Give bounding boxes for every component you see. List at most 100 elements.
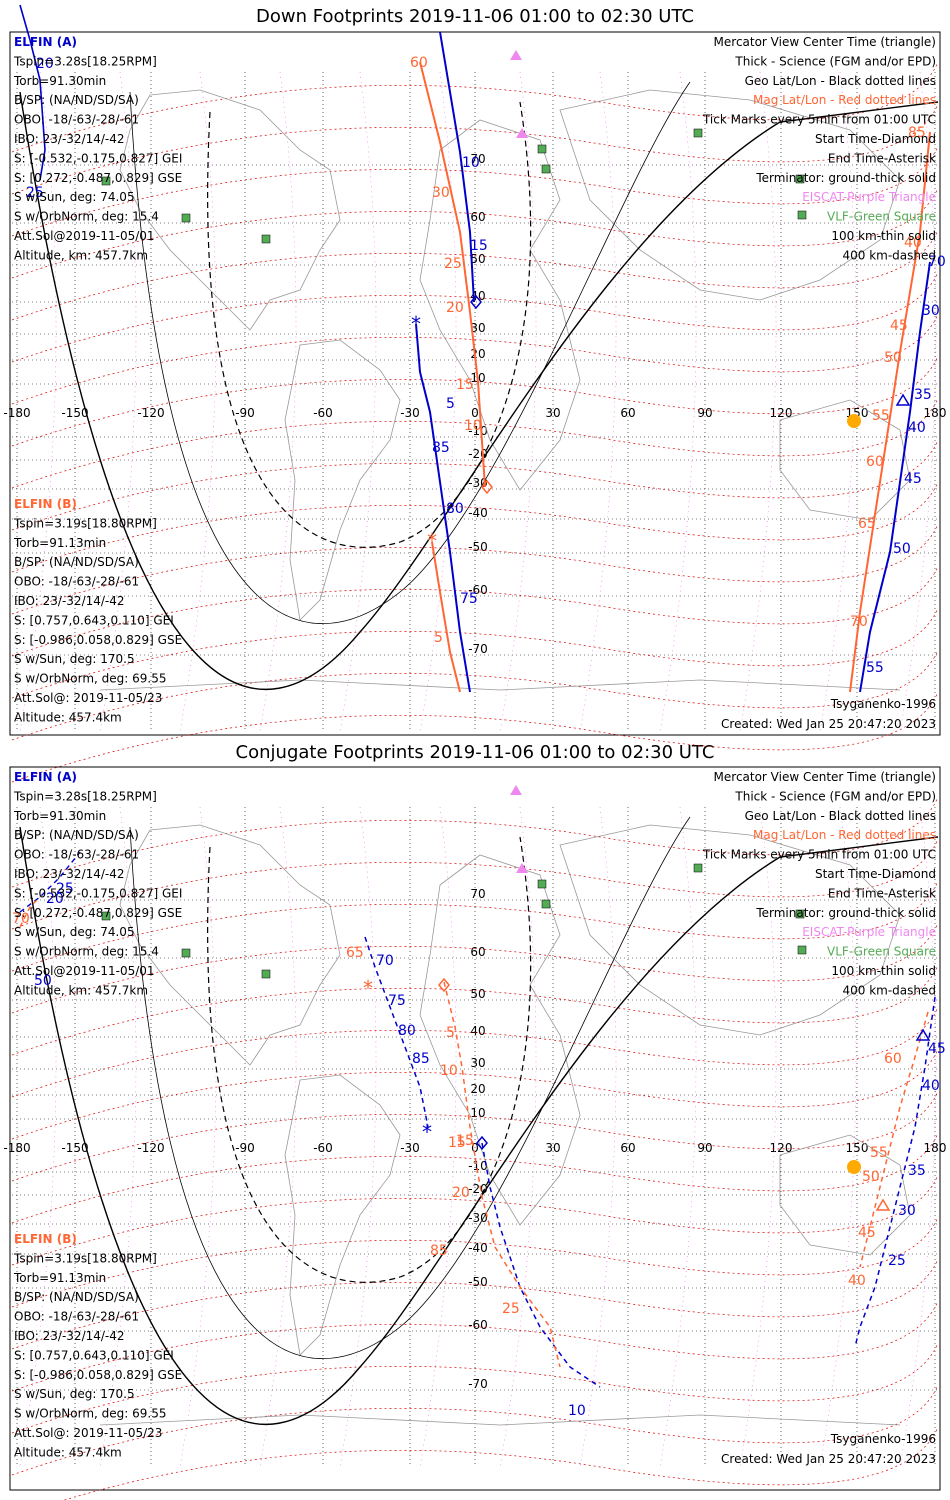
- sun-marker: [847, 1160, 861, 1174]
- legend-line: VLF-Green Square: [827, 945, 936, 959]
- panel-1-title: Down Footprints 2019-11-06 01:00 to 02:3…: [256, 6, 694, 27]
- mag-meridian: [819, 71, 857, 733]
- track-time-label: 55: [866, 660, 884, 676]
- lon-tick-label: 30: [545, 1141, 560, 1155]
- track-time-label: 10: [464, 418, 482, 434]
- elfin-a-info-line: S w/Sun, deg: 74.05: [14, 925, 135, 939]
- created-label: Created: Wed Jan 25 20:47:20 2023: [721, 717, 936, 731]
- elfin-a-info-line: S: [0.272,-0.487,0.829] GSE: [14, 171, 182, 185]
- elfin-b-info-line: S w/Sun, deg: 170.5: [14, 652, 135, 666]
- mag-meridian: [179, 806, 217, 1468]
- track-time-label: 5: [446, 1025, 455, 1041]
- track-time-label: 30: [432, 185, 450, 201]
- elfin-a-info-line: Torb=91.30min: [13, 74, 106, 88]
- mag-parallel: [11, 271, 939, 363]
- track-time-label: 25: [888, 1253, 906, 1269]
- mag-parallel: [11, 1090, 939, 1182]
- track-time-label: 85: [432, 440, 450, 456]
- vlf-green-square: [693, 128, 703, 138]
- terminator-400km: [207, 101, 532, 548]
- mag-parallel: [11, 1384, 939, 1476]
- legend-line: Mercator View Center Time (triangle): [714, 770, 936, 784]
- legend-line: EISCAT-Purple Triangle: [802, 190, 936, 204]
- panel-down-footprints: -180 -150 -120 -90 -60 -30 0 30 60 90 120 150 180706…: [3, 4, 946, 783]
- continent-outline: [419, 854, 581, 1226]
- legend-line: EISCAT-Purple Triangle: [802, 925, 936, 939]
- mag-parallel: [11, 838, 939, 930]
- lon-tick-label: 90: [697, 406, 712, 420]
- lon-tick-label: 60: [620, 406, 635, 420]
- start-diamond: [470, 294, 482, 310]
- lon-tick-label: -120: [137, 406, 164, 420]
- elfin-a-info-line: S w/Sun, deg: 74.05: [14, 190, 135, 204]
- track-time-label: 75: [460, 591, 478, 607]
- lon-tick-label: -180: [3, 406, 30, 420]
- model-label: Tsyganenko-1996: [830, 697, 936, 711]
- track-time-label: 20: [452, 1185, 470, 1201]
- track-time-label: 55: [872, 408, 890, 424]
- track-time-label: 65: [858, 516, 876, 532]
- elfin-b-info-line: S: [-0.986,0.058,0.829] GSE: [14, 1368, 182, 1382]
- track-time-label: 15: [448, 1135, 466, 1151]
- elfin-a-info-line: Att.Sol@2019-11-05/01: [14, 229, 155, 243]
- lat-tick-label: -70: [468, 642, 488, 656]
- track-time-label: 50: [884, 350, 902, 366]
- continent-outline: [284, 1074, 401, 1356]
- vlf-green-square: [537, 144, 547, 154]
- track-time-label: 80: [446, 501, 464, 517]
- elfin-b-info-line: S w/OrbNorm, deg: 69.55: [14, 1407, 166, 1421]
- track-time-label: 15: [456, 377, 474, 393]
- vlf-green-square: [795, 174, 805, 184]
- mag-meridian: [179, 71, 217, 733]
- elfin-b-track: [431, 541, 461, 693]
- mag-meridian: [739, 71, 777, 733]
- elfin-a-info-line: Altitude, km: 457.7km: [14, 248, 148, 262]
- mag-parallel: [11, 229, 939, 321]
- center-triangle: [875, 1198, 891, 1211]
- mag-parallel: [11, 1342, 939, 1434]
- mag-parallel: [11, 355, 939, 447]
- continent-outline: [779, 399, 911, 521]
- lat-tick-label: -60: [468, 583, 488, 597]
- track-time-label: 55: [870, 1145, 888, 1161]
- vlf-green-square: [797, 945, 807, 955]
- eiscat-purple-triangle: [510, 785, 522, 795]
- track-time-label: 5: [434, 630, 443, 646]
- lon-tick-label: 90: [697, 1141, 712, 1155]
- track-time-label: 70: [928, 254, 946, 270]
- track-time-label: 35: [908, 1163, 926, 1179]
- track-time-label: 30: [898, 1203, 916, 1219]
- elfin-b-info-line: IBO: 23/-32/14/-42: [14, 1329, 125, 1343]
- legend-line: Mag Lat/Lon - Red dotted lines: [753, 828, 936, 842]
- track-time-label: 40: [908, 420, 926, 436]
- mag-meridian: [579, 71, 617, 733]
- legend-line: 400 km-dashed: [842, 248, 936, 262]
- terminator-ground: [19, 826, 939, 1426]
- elfin-b-info-line: S: [0.757,0.643,0.110] GEI: [14, 613, 174, 627]
- elfin-b-info-line: ELFIN (B): [14, 1232, 77, 1246]
- track-time-label: 40: [922, 1078, 940, 1094]
- panel-1-frame: [9, 31, 941, 736]
- track-time-label: 50: [34, 973, 52, 989]
- mag-parallel: [11, 796, 939, 888]
- legend-line: Mag Lat/Lon - Red dotted lines: [753, 93, 936, 107]
- track-time-label: 70: [850, 614, 868, 630]
- lon-tick-label: -90: [235, 1141, 255, 1155]
- elfin-b-info-line: B/SP: (NA/ND/SD/SA): [14, 1290, 139, 1304]
- lon-tick-label: -90: [235, 406, 255, 420]
- lat-tick-label: 50: [470, 252, 485, 266]
- elfin-a-track: [854, 996, 936, 1348]
- mag-parallel: [11, 61, 939, 153]
- elfin-a-track: [415, 323, 471, 693]
- lat-tick-label: 30: [470, 1056, 485, 1070]
- continent-outline: [99, 1414, 901, 1426]
- sun-marker: [847, 414, 861, 428]
- elfin-a-info-line: B/SP: (NA/ND/SD/SA): [14, 93, 139, 107]
- terminator-100km: [129, 816, 691, 1360]
- track-time-label: 45: [928, 1041, 946, 1057]
- lat-tick-label: 70: [470, 887, 485, 901]
- mag-parallel: [11, 397, 939, 489]
- vlf-green-square: [181, 213, 191, 223]
- lon-tick-label: -30: [400, 406, 420, 420]
- terminator-ground: [19, 91, 939, 691]
